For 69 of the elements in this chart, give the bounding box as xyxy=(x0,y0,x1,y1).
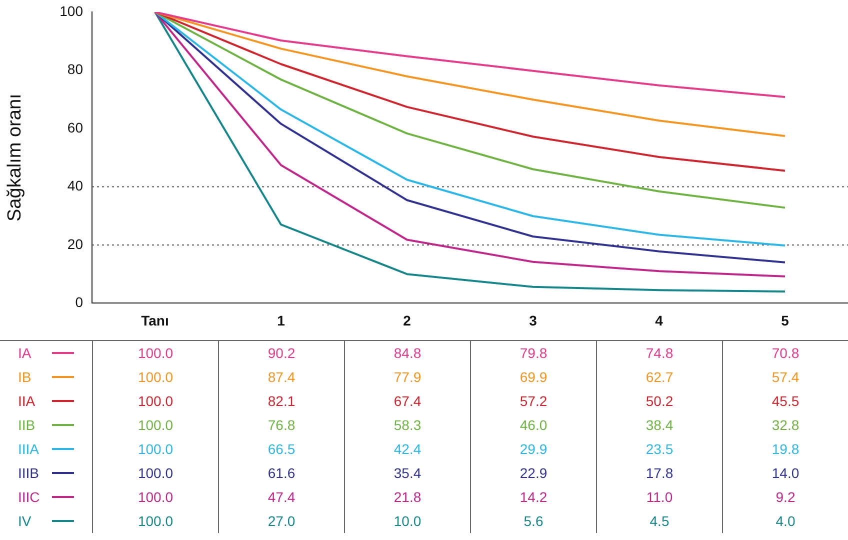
legend-label: IV xyxy=(18,513,32,529)
x-tick-label: 4 xyxy=(655,312,664,328)
data-label: 57.2 xyxy=(470,389,596,413)
data-label: 32.8 xyxy=(722,413,848,437)
data-label: 100.0 xyxy=(92,485,218,509)
data-label: 70.8 xyxy=(722,340,848,365)
data-label: 100.0 xyxy=(92,413,218,437)
x-tick-label: 2 xyxy=(403,312,412,328)
data-label: 61.6 xyxy=(218,461,344,485)
data-label: 17.8 xyxy=(596,461,722,485)
data-label: 19.8 xyxy=(722,437,848,461)
x-tick-label: 5 xyxy=(781,312,790,328)
data-label: 11.0 xyxy=(596,485,722,509)
data-label: 90.2 xyxy=(218,340,344,365)
data-label: 67.4 xyxy=(344,389,470,413)
data-label: 10.0 xyxy=(344,509,470,533)
x-tick-label: 3 xyxy=(529,312,538,328)
y-tick-label: 80 xyxy=(67,61,84,78)
y-tick-label: 40 xyxy=(67,178,84,194)
data-label: 4.5 xyxy=(596,509,722,533)
data-label: 35.4 xyxy=(344,461,470,485)
data-label: 22.9 xyxy=(470,461,596,485)
legend-label: IIIA xyxy=(18,441,40,457)
data-label: 66.5 xyxy=(218,437,344,461)
data-label: 100.0 xyxy=(92,437,218,461)
data-label: 45.5 xyxy=(722,389,848,413)
data-label: 82.1 xyxy=(218,389,344,413)
data-label: 9.2 xyxy=(722,485,848,509)
data-label: 50.2 xyxy=(596,389,722,413)
data-label: 57.4 xyxy=(722,365,848,389)
legend-label: IIIC xyxy=(18,489,41,505)
legend-label: IA xyxy=(18,345,32,361)
data-label: 47.4 xyxy=(218,485,344,509)
data-label: 14.0 xyxy=(722,461,848,485)
data-label: 4.0 xyxy=(722,509,848,533)
data-label: 29.9 xyxy=(470,437,596,461)
data-label: 74.8 xyxy=(596,340,722,365)
data-label: 100.0 xyxy=(92,509,218,533)
data-label: 38.4 xyxy=(596,413,722,437)
data-label: 14.2 xyxy=(470,485,596,509)
data-label: 76.8 xyxy=(218,413,344,437)
data-label: 27.0 xyxy=(218,509,344,533)
y-tick-label: 100 xyxy=(60,2,84,19)
data-label: 69.9 xyxy=(470,365,596,389)
data-label: 58.3 xyxy=(344,413,470,437)
legend-label: IIIB xyxy=(18,465,40,481)
data-label: 5.6 xyxy=(470,509,596,533)
data-label: 100.0 xyxy=(92,365,218,389)
data-label: 21.8 xyxy=(344,485,470,509)
data-label: 62.7 xyxy=(596,365,722,389)
data-label: 84.8 xyxy=(344,340,470,365)
y-tick-label: 0 xyxy=(75,294,84,310)
y-tick-label: 20 xyxy=(67,236,84,252)
x-tick-label: 1 xyxy=(277,312,286,328)
x-tick-label: Tanı xyxy=(141,312,169,328)
data-label: 100.0 xyxy=(92,340,218,365)
y-tick-label: 60 xyxy=(67,119,84,136)
data-label: 87.4 xyxy=(218,365,344,389)
data-label: 100.0 xyxy=(92,461,218,485)
data-label: 77.9 xyxy=(344,365,470,389)
data-label: 100.0 xyxy=(92,389,218,413)
legend-label: IIA xyxy=(18,393,36,409)
y-axis-title: Sağkalım oranı xyxy=(4,94,26,222)
data-label: 79.8 xyxy=(470,340,596,365)
data-label: 46.0 xyxy=(470,413,596,437)
legend-label: IIB xyxy=(18,417,36,433)
data-label: 42.4 xyxy=(344,437,470,461)
legend-label: IB xyxy=(18,369,32,385)
data-label: 23.5 xyxy=(596,437,722,461)
